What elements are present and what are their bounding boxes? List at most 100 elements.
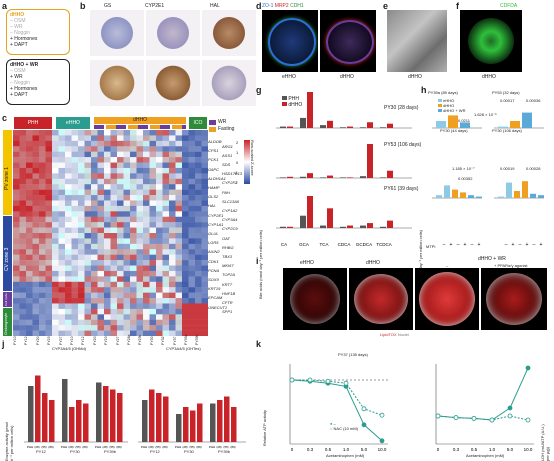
heatmap-cell: [32, 249, 40, 255]
bile-subtitle-py61: PY61 (39 days): [384, 186, 419, 192]
heatmap-cell: [136, 173, 144, 179]
heatmap-cell: [45, 303, 53, 310]
apap-legend: ● – ○ NAC (10 mM): [330, 421, 358, 431]
heatmap-cell: [104, 227, 111, 234]
tg-mtp-tick: –: [505, 242, 508, 248]
tg-mtp-tick: –: [533, 242, 536, 248]
heatmap-cell: [26, 260, 33, 266]
heatmap-cell: [123, 140, 131, 147]
tg-pvalue-3: 0.00017: [500, 98, 515, 103]
row-group-label: Cell cycle: [4, 293, 8, 306]
ihc-image-gs-bottom: [90, 60, 144, 106]
enzyme-activity-chart: PHH PHH PHH PHH PHH PHH(28) (28) (28) (28) (28) (2…: [24, 375, 246, 449]
heatmap-cell: [175, 200, 183, 207]
heatmap-cell: [91, 281, 98, 288]
heatmap-cell: [162, 189, 170, 196]
heatmap-cell: [188, 265, 196, 272]
heatmap-cell: [117, 314, 124, 320]
condition-box-dhho: dHHO – OSM – WR – Noggin + Hormones + DA…: [6, 9, 70, 55]
heatmap-cell: [84, 254, 92, 261]
heatmap-cell: [104, 249, 111, 255]
heatmap-cell: [162, 135, 170, 142]
heatmap-cell: [201, 195, 208, 201]
heatmap-cell: [58, 287, 66, 293]
heatmap-cell: [45, 243, 53, 250]
heatmap-cell: [110, 151, 118, 158]
heatmap-cell: [65, 227, 72, 234]
enzyme-bar: [224, 396, 230, 442]
heatmap-cell: [188, 189, 196, 196]
heatmap-gene-label: CYP1A2: [222, 208, 238, 213]
heatmap-cell: [58, 130, 66, 136]
heatmap-cell: [195, 173, 202, 179]
heatmap-cell: [65, 303, 72, 310]
heatmap-cell: [45, 276, 53, 282]
heatmap-cell: [123, 184, 131, 190]
heatmap-cell: [169, 330, 176, 336]
heatmap-cell: [110, 254, 118, 261]
bile-bar-phh: [380, 226, 386, 228]
lipid-caption-ehho: eHHO: [300, 260, 314, 266]
tg-bar: [514, 191, 520, 198]
heatmap-cell: [149, 162, 157, 169]
heatmap-gene-label: SDS: [222, 162, 231, 167]
heatmap-cell: [188, 178, 196, 185]
heatmap-cell: [188, 162, 196, 169]
if-image-ehho: [262, 10, 318, 72]
bile-bar-dhho: [307, 173, 313, 178]
heatmap-cell: [19, 314, 27, 320]
tg-title-py30-44: PY30 (44 days): [440, 128, 468, 133]
heatmap-cell: [156, 238, 163, 245]
heatmap-cell: [117, 303, 124, 310]
heatmap-cell: [65, 281, 72, 288]
heatmap-cell: [39, 243, 46, 250]
bile-bar-dhho: [327, 208, 333, 228]
enzyme-group-label: PY39b: [104, 449, 117, 454]
heatmap-cell: [32, 314, 40, 320]
tg-pvalue-5: 1.185 × 10⁻⁷: [452, 166, 475, 171]
heatmap-cell: [143, 130, 150, 136]
apap-data-point: [361, 406, 367, 412]
tg-bar: [476, 196, 482, 198]
heatmap-cell: [117, 200, 124, 207]
tg-mtp-tick: +: [478, 242, 481, 248]
ldh-data-point: [489, 417, 495, 423]
heatmap-cell: [104, 178, 111, 185]
heatmap-cell: [162, 167, 170, 174]
if-image-dhho: [320, 10, 376, 72]
heatmap-cell: [169, 319, 176, 326]
heatmap-cell: [175, 222, 183, 228]
heatmap-cell: [195, 276, 202, 282]
heatmap-cell: [149, 276, 157, 282]
heatmap-cell: [97, 308, 105, 315]
heatmap-cell: [123, 298, 131, 304]
heatmap-cell: [52, 265, 59, 272]
heatmap-cell: [97, 265, 105, 272]
heatmap-cell: [117, 308, 124, 315]
heatmap-cell: [26, 330, 33, 336]
heatmap-cell: [13, 189, 20, 196]
bile-legend-dhho: dHHO: [288, 102, 303, 108]
heatmap-cell: [136, 249, 144, 255]
heatmap-cell: [201, 189, 208, 196]
heatmap-cell: [26, 200, 33, 207]
heatmap-cell: [182, 292, 189, 299]
heatmap-cell: [71, 330, 79, 336]
heatmap-cell: [136, 287, 144, 293]
enzyme-bar: [231, 407, 237, 442]
heatmap-cell: [52, 162, 59, 169]
enzyme-group-label: PY30: [184, 449, 194, 454]
heatmap-cell: [182, 222, 189, 228]
heatmap-cell: [117, 135, 124, 142]
heatmap-cell: [78, 157, 85, 163]
heatmap-cell: [45, 135, 53, 142]
heatmap-cell: [182, 200, 189, 207]
bile-bar-dhho: [367, 122, 373, 128]
heatmap-cell: [52, 325, 59, 331]
heatmap-cell: [39, 319, 46, 326]
ihc-image-hal-bottom: [202, 60, 256, 106]
heatmap-cell: [143, 189, 150, 196]
heatmap-gene-label: HAL: [208, 203, 216, 209]
heatmap-cell: [162, 287, 170, 293]
heatmap-cell: [58, 178, 66, 185]
